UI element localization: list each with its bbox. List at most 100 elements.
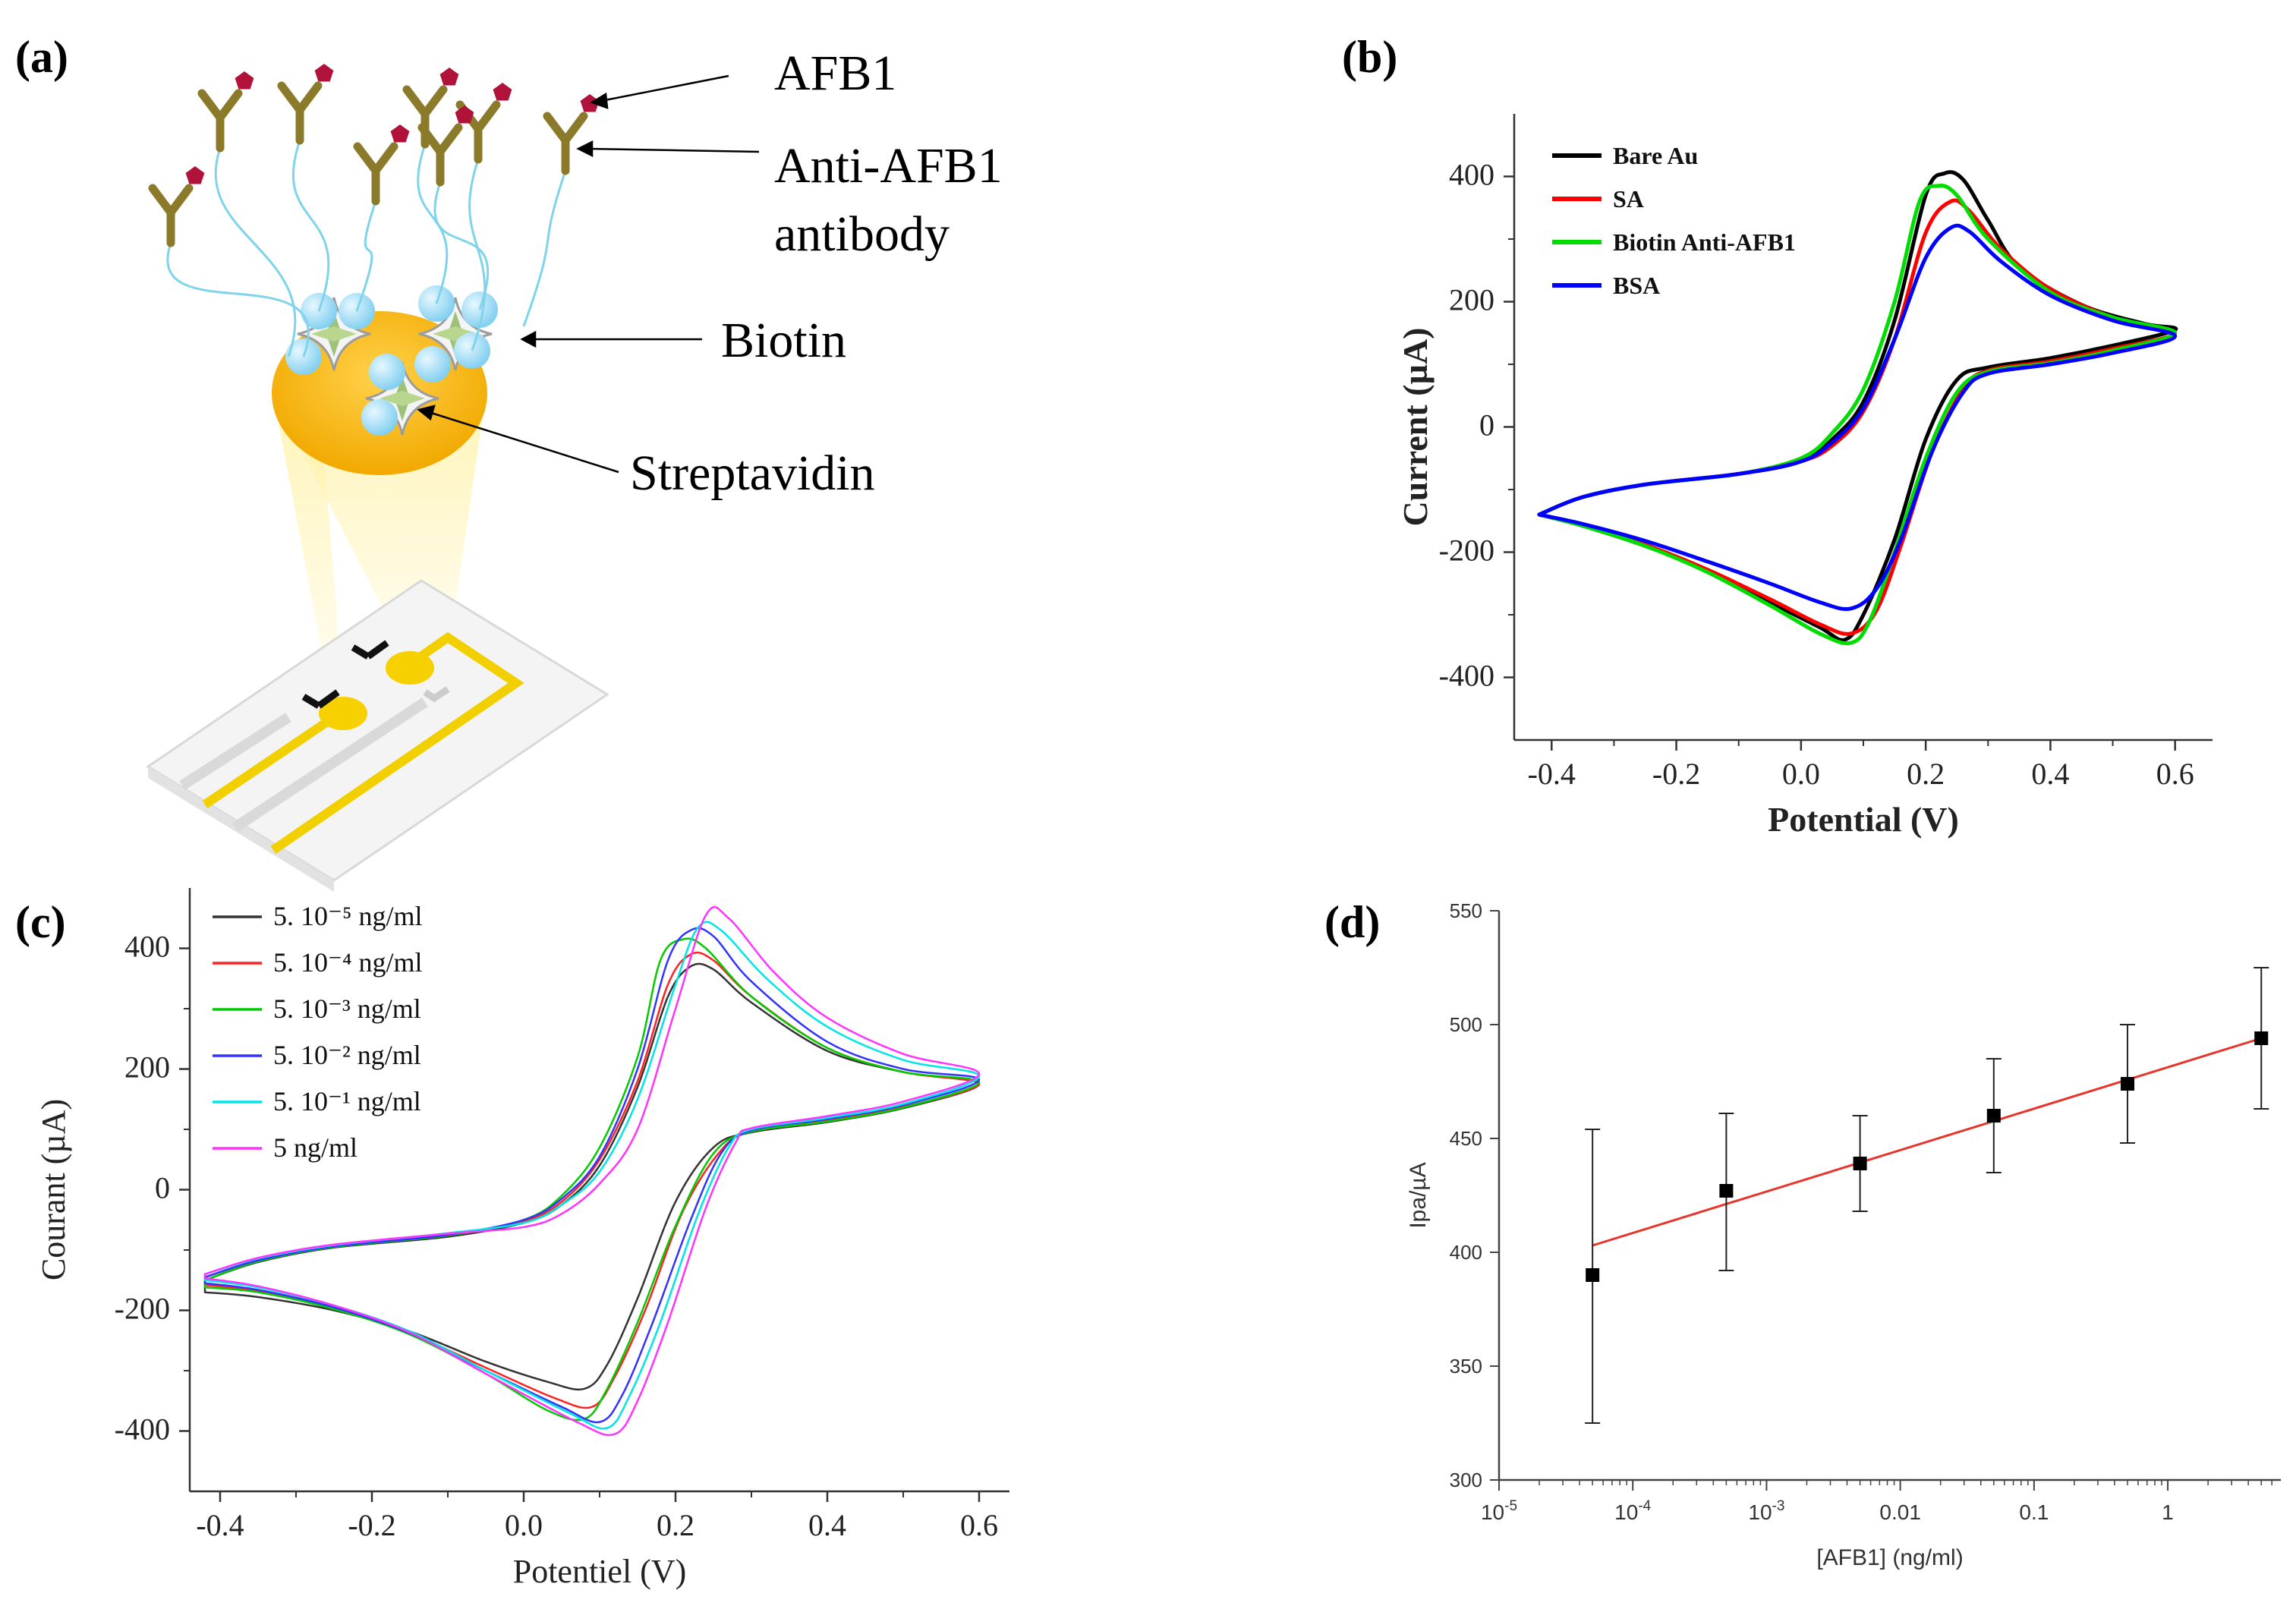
d-point-5 (2254, 1031, 2269, 1045)
b-xtick-label-5: 0.6 (2156, 757, 2194, 791)
antibody-arm-left-2 (277, 81, 304, 115)
label-afb1: AFB1 (774, 46, 896, 101)
c-ylabel: Courant (µA) (35, 1099, 72, 1280)
d-ylabel: Ipa/µA (1406, 1162, 1431, 1228)
antibody-arm-right-1 (216, 89, 243, 122)
d-ytick-label-2: 400 (1450, 1241, 1482, 1264)
b-ylabel: Current (µA) (1396, 328, 1435, 527)
linker-4 (355, 200, 377, 312)
d-ytick-label-1: 350 (1450, 1355, 1482, 1378)
d-xtick-label-0: 10-5 (1481, 1498, 1517, 1524)
afb1-molecule-3 (185, 166, 205, 184)
b-ytick-label-1: -200 (1439, 534, 1494, 568)
antibody-arm-right-6 (474, 100, 501, 134)
antibody-arm-right-2 (295, 81, 323, 115)
antibody-8 (417, 105, 474, 187)
chip-trace-1 (202, 713, 337, 808)
chip-electrode-2 (386, 651, 434, 685)
chip-antibody-icon-1 (301, 689, 340, 709)
arrow-antibody (587, 147, 760, 153)
c-xtick-label-2: 0.0 (505, 1508, 543, 1542)
d-xtick-label-5: 1 (2162, 1500, 2174, 1524)
arrow-afb1-head (590, 92, 609, 109)
antibody-arm-right-4 (371, 142, 398, 175)
antibody-arm-left-3 (148, 184, 175, 217)
antibody-arm-left-4 (353, 142, 380, 175)
antibody-layer (148, 64, 600, 357)
arrow-antibody-head (576, 140, 594, 158)
arrow-afb1 (600, 74, 729, 102)
b-legend-label-2: Biotin Anti-AFB1 (1613, 228, 1796, 256)
d-xtick-label-exp-2: -3 (1772, 1498, 1785, 1514)
b-legend-label-3: BSA (1613, 272, 1660, 299)
label-biotin: Biotin (721, 313, 846, 368)
streptavidin-cluster (285, 285, 498, 436)
streptavidin-core-h-3 (380, 391, 425, 406)
b-ytick-label-0: -400 (1439, 659, 1494, 693)
antibody-4 (353, 124, 410, 206)
d-xtick-label-base-1: 10 (1614, 1500, 1638, 1524)
b-series-2 (1537, 184, 2178, 646)
antibody-arm-right-7 (561, 112, 588, 145)
antibody-arm-left-5 (402, 85, 430, 118)
d-point-1 (1719, 1184, 1734, 1198)
c-legend-label-4: 5. 10⁻¹ ng/ml (273, 1086, 421, 1116)
c-series-5 (203, 905, 981, 1437)
label-antibody-1: Anti-AFB1 (774, 138, 1003, 194)
c-xtick-label-1: -0.2 (348, 1508, 395, 1542)
chip-trace-4 (179, 713, 291, 790)
panel-b-label: (b) (1342, 32, 1397, 82)
c-series-1 (203, 951, 981, 1409)
d-ytick-label-4: 500 (1450, 1013, 1482, 1036)
d-xtick-label-2: 10-3 (1748, 1498, 1784, 1524)
d-xtick-label-base-3: 0.01 (1879, 1500, 1921, 1524)
antibody-3 (148, 166, 205, 247)
d-xtick-label-3: 0.01 (1879, 1500, 1921, 1524)
panel-b: (b) -0.4 -0.2 0.0 0.2 0.4 0.6 -400 -200 0 200 400 P… (1342, 32, 2213, 839)
chip-trace-2 (270, 631, 524, 854)
d-xtick-label-base-5: 1 (2162, 1500, 2174, 1524)
panel-c: (c) -0.4 -0.2 0.0 0.2 0.4 0.6 -400 -200 0 200 400 P… (15, 888, 1009, 1590)
antibody-1 (197, 71, 254, 153)
b-ytick-label-3: 200 (1449, 283, 1494, 317)
c-ytick-label-4: 400 (124, 930, 170, 964)
c-series-4 (203, 921, 981, 1430)
afb1-molecule-8 (455, 105, 474, 124)
b-legend-label-1: SA (1613, 185, 1644, 213)
c-legend-label-1: 5. 10⁻⁴ ng/ml (273, 947, 423, 978)
panel-a: (a) (15, 32, 1003, 892)
b-ytick-label-2: 0 (1479, 408, 1494, 442)
afb1-molecule-5 (439, 68, 459, 86)
antibody-7 (543, 94, 600, 175)
c-xlabel: Potentiel (V) (513, 1553, 687, 1590)
b-legend-label-0: Bare Au (1613, 142, 1698, 169)
antibody-2 (277, 64, 334, 145)
streptavidin-core-h-1 (311, 326, 357, 342)
d-xtick-label-exp-1: -4 (1638, 1498, 1651, 1514)
chip-trace-3 (232, 697, 428, 832)
d-xtick-label-4: 0.1 (2019, 1500, 2049, 1524)
c-ytick-label-2: 0 (155, 1171, 170, 1205)
c-legend-label-2: 5. 10⁻³ ng/ml (273, 993, 421, 1024)
d-fit-line (1592, 1037, 2262, 1247)
biotin-bead-8 (414, 346, 451, 383)
chart-b: -0.4 -0.2 0.0 0.2 0.4 0.6 -400 -200 0 200 400 Poten… (1396, 114, 2213, 839)
label-antibody-2: antibody (774, 206, 950, 262)
c-series-3 (203, 927, 981, 1424)
afb1-molecule-7 (580, 94, 600, 112)
d-xtick-label-base-2: 10 (1748, 1500, 1772, 1524)
b-xtick-label-4: 0.4 (2031, 757, 2069, 791)
b-series-3 (1537, 223, 2178, 611)
b-xtick-label-3: 0.2 (1907, 757, 1945, 791)
panel-a-label: (a) (15, 32, 68, 82)
b-xtick-label-0: -0.4 (1528, 757, 1576, 791)
d-ytick-label-5: 550 (1450, 899, 1482, 922)
d-xtick-label-exp-0: -5 (1504, 1498, 1517, 1514)
d-xtick-label-base-4: 0.1 (2019, 1500, 2049, 1524)
b-xtick-label-2: 0.0 (1782, 757, 1820, 791)
c-xtick-label-3: 0.2 (657, 1508, 694, 1542)
d-ytick-label-0: 300 (1450, 1469, 1482, 1491)
arrow-streptavidin-head (417, 405, 436, 421)
d-xtick-label-base-0: 10 (1481, 1500, 1504, 1524)
